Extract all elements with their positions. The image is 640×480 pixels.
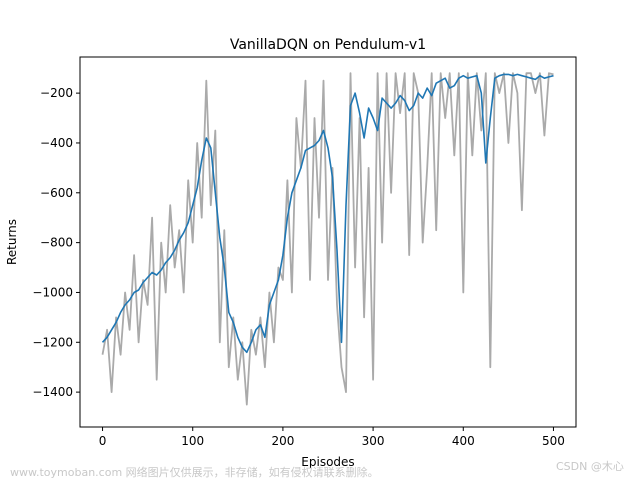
y-tick-label: −800 — [40, 236, 73, 250]
x-tick-label: 0 — [99, 434, 107, 448]
watermark-left: www.toymoban.com 网络图片仅供展示，非存储，如有侵权请联系删除。 — [10, 466, 379, 479]
watermark-right: CSDN @木心 — [556, 460, 624, 473]
y-axis: −1400 −1200 −1000 −800 −600 −400 −200 — [32, 86, 80, 399]
y-tick-label: −200 — [40, 86, 73, 100]
plot-frame — [79, 56, 577, 428]
x-tick-label: 300 — [362, 434, 385, 448]
x-tick-label: 400 — [452, 434, 475, 448]
x-axis-label: Episodes — [301, 455, 354, 469]
y-axis-label: Returns — [5, 219, 19, 265]
x-axis: 0 100 200 300 400 500 — [99, 427, 565, 448]
y-tick-label: −600 — [40, 186, 73, 200]
x-tick-label: 100 — [181, 434, 204, 448]
y-tick-label: −400 — [40, 136, 73, 150]
y-tick-label: −1400 — [32, 385, 73, 399]
series-layer — [101, 72, 554, 406]
chart-title: VanillaDQN on Pendulum-v1 — [230, 37, 426, 53]
y-tick-label: −1000 — [32, 285, 73, 299]
x-tick-label: 500 — [542, 434, 565, 448]
y-tick-label: −1200 — [32, 335, 73, 349]
x-tick-label: 200 — [271, 434, 294, 448]
smoothed-returns-line — [101, 73, 554, 354]
